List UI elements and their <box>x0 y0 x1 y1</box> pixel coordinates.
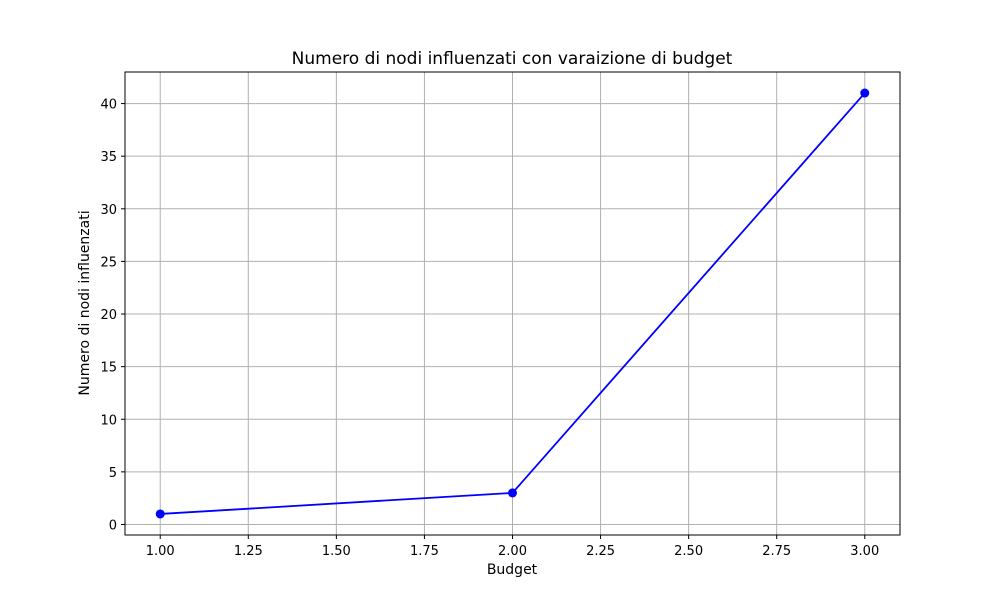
x-tick-label: 1.25 <box>234 544 263 559</box>
chart-title: Numero di nodi influenzati con varaizion… <box>292 49 733 69</box>
y-axis-ticks: 0 5 10 15 20 25 30 35 40 <box>100 98 125 533</box>
y-tick-label: 30 <box>100 203 117 218</box>
y-tick-label: 0 <box>109 518 117 533</box>
x-tick-label: 2.50 <box>674 544 703 559</box>
grid-lines <box>125 72 900 535</box>
y-tick-label: 25 <box>100 255 117 270</box>
x-tick-label: 1.50 <box>322 544 351 559</box>
x-axis-label: Budget <box>487 562 538 578</box>
x-tick-label: 3.00 <box>850 544 879 559</box>
x-axis-ticks: 1.00 1.25 1.50 1.75 2.00 2.25 2.50 2.75 3.00 <box>146 535 879 559</box>
x-tick-label: 2.75 <box>762 544 791 559</box>
data-point <box>860 88 870 98</box>
y-axis-label: Numero di nodi influenzati <box>77 210 93 395</box>
data-point <box>508 488 517 498</box>
data-point <box>155 509 165 519</box>
x-tick-label: 1.00 <box>146 544 175 559</box>
y-tick-label: 35 <box>100 150 117 165</box>
x-tick-label: 2.00 <box>498 544 527 559</box>
y-tick-label: 40 <box>100 98 117 113</box>
x-tick-label: 2.25 <box>586 544 615 559</box>
y-tick-label: 15 <box>100 361 117 376</box>
y-tick-label: 5 <box>109 466 117 481</box>
series-layer <box>155 88 870 519</box>
y-tick-label: 20 <box>100 308 117 323</box>
x-tick-label: 1.75 <box>410 544 439 559</box>
y-tick-label: 10 <box>100 413 117 428</box>
